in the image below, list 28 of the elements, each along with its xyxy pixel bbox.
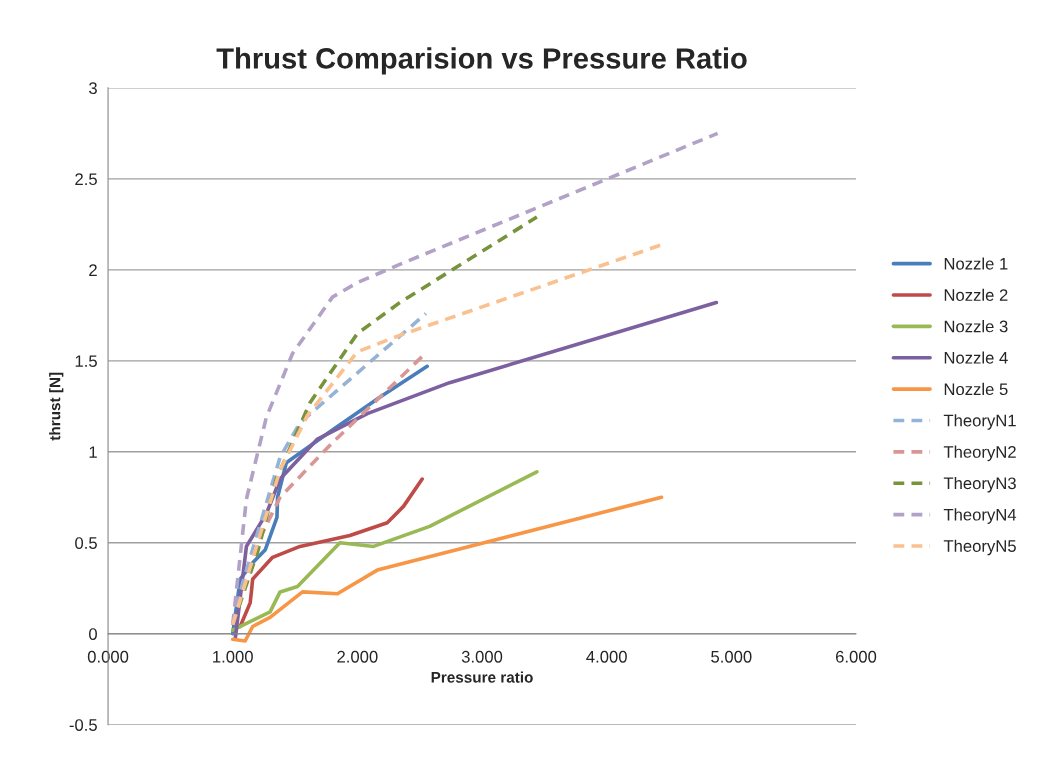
x-tick-label: 1.000	[213, 650, 253, 663]
y-tick-label: 0.5	[75, 537, 97, 549]
legend-label: Nozzle 5	[944, 382, 1008, 396]
y-axis-title: thrust [N]	[49, 372, 64, 441]
x-tick-label: 6.000	[835, 650, 877, 663]
y-tick-label: 0	[89, 628, 97, 640]
legend-label: TheoryN5	[943, 539, 1016, 556]
legend-label: TheoryN1	[943, 414, 1016, 430]
y-tick-label: 3	[89, 82, 97, 95]
legend-label: TheoryN3	[943, 476, 1016, 493]
y-tick-label: -0.5	[69, 719, 97, 731]
legend-label: Nozzle 4	[944, 351, 1008, 364]
x-tick-label: 5.000	[711, 650, 752, 663]
y-tick-label: 1.5	[75, 355, 97, 368]
x-tick-label: 4.000	[586, 650, 627, 663]
legend-label: Nozzle 1	[944, 257, 1008, 270]
legend-label: TheoryN2	[943, 445, 1016, 462]
legend-label: Nozzle 3	[944, 320, 1008, 333]
y-tick-label: 2.5	[75, 173, 97, 186]
x-tick-label: 0.000	[87, 650, 129, 663]
x-tick-label: 2.000	[337, 650, 378, 663]
legend-label: TheoryN4	[943, 508, 1017, 524]
y-tick-label: 2	[89, 264, 97, 276]
x-tick-label: 3.000	[461, 650, 503, 663]
legend-label: Nozzle 2	[944, 288, 1008, 301]
x-axis-title: Pressure ratio	[431, 671, 533, 683]
chart-title: Thrust Comparision vs Pressure Ratio	[216, 47, 747, 75]
y-tick-label: 1	[89, 446, 97, 458]
